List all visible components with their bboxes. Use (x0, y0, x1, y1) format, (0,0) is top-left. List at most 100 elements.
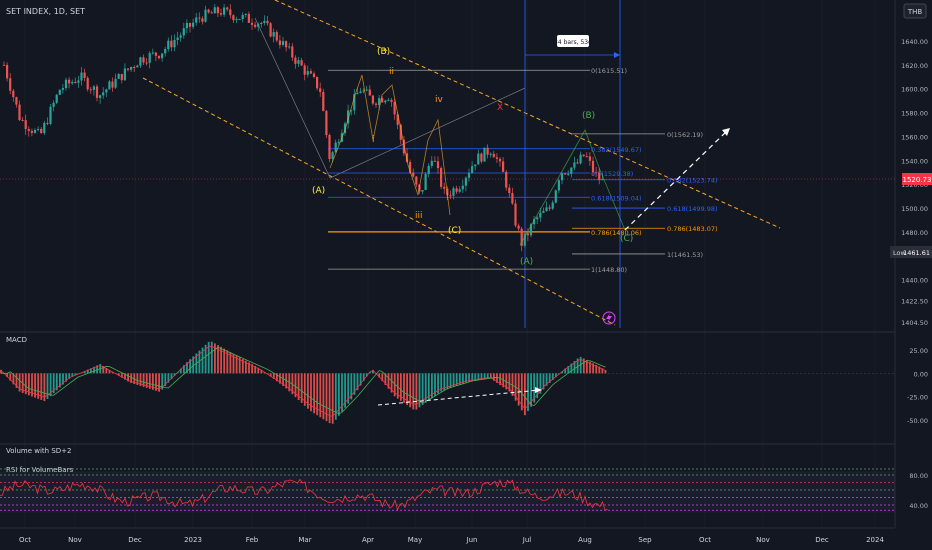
macd-histogram-bar (555, 373, 557, 378)
rsi-axis: 80.00 40.00 (909, 472, 928, 510)
candle-body (452, 188, 455, 196)
candle-body (173, 39, 176, 48)
fib-right-label: 0(1562.19) (667, 131, 703, 139)
candle-body (15, 97, 18, 105)
candle-body (123, 68, 126, 81)
time-tick-label: 2024 (866, 536, 884, 544)
wave-label-i: i (372, 135, 375, 145)
candle-body (471, 166, 474, 173)
trendline-gray-1[interactable] (254, 17, 331, 179)
candle-body (33, 129, 37, 133)
rsi-title: RSI for VolumeBars (6, 466, 73, 474)
candle-body (405, 153, 409, 162)
price-axis[interactable]: 1640.00 1620.00 1600.00 1580.00 1560.00 1540.… (901, 38, 928, 327)
macd-histogram-bar (31, 373, 33, 397)
candle-body (207, 9, 210, 13)
macd-histogram-bar (294, 373, 297, 398)
candle-body (461, 185, 464, 190)
macd-divergence-line[interactable] (377, 389, 541, 406)
fib-right-label: 0.382(1523.74) (667, 177, 718, 185)
candle-body (247, 13, 250, 23)
macd-histogram-bar (393, 373, 396, 397)
candle-body (502, 161, 505, 172)
candle-body (343, 123, 347, 134)
macd-histogram-bar (446, 373, 449, 390)
candle-body (585, 156, 588, 158)
candle-body (27, 129, 30, 131)
macd-histogram-bar (214, 343, 216, 374)
currency-label: THB (907, 8, 923, 16)
candle-body (275, 32, 278, 41)
time-tick-label: Apr (362, 536, 374, 544)
macd-histogram-bar (86, 369, 89, 374)
candle-body (151, 52, 154, 54)
macd-histogram-bar (55, 373, 58, 391)
time-axis[interactable]: Oct Nov Dec 2023 Feb Mar Apr May Jun Jul Aug Sep Oct… (19, 536, 885, 544)
macd-histogram-bar (418, 373, 421, 408)
candle-body (120, 74, 123, 81)
macd-histogram-bar (155, 373, 157, 391)
low-badge (890, 246, 932, 258)
macd-histogram-bar (238, 357, 241, 374)
time-tick-label: Aug (578, 536, 592, 544)
macd-histogram-bar (18, 373, 21, 392)
candle-body (415, 176, 418, 185)
macd-histogram-bar (434, 373, 436, 396)
candle-body (498, 158, 502, 162)
candle-body (508, 187, 511, 194)
candle-body (278, 40, 281, 45)
measure-tooltip (557, 35, 589, 47)
price-pane[interactable]: 34 bars, 53d 0(1615.51) 0.382(1549.67) 0.5… (0, 0, 895, 328)
macd-histogram-bar (235, 355, 238, 374)
time-tick-label: Dec (128, 536, 142, 544)
macd-histogram-bar (241, 359, 244, 374)
channel-upper-line[interactable] (274, 0, 781, 229)
macd-histogram-bar (443, 373, 446, 391)
candle-body (464, 177, 467, 186)
macd-histogram-bar (232, 353, 235, 374)
macd-histogram-bar (307, 373, 309, 409)
candle-body (347, 110, 350, 124)
macd-histogram-bar (316, 373, 319, 416)
macd-histogram-bar (28, 373, 30, 396)
trendline-gray-2[interactable] (329, 87, 526, 179)
wave-label-iii: iii (415, 211, 423, 221)
candle-body (309, 71, 312, 74)
macd-histogram-bar (170, 373, 173, 380)
candle-body (529, 224, 533, 236)
macd-histogram-bar (201, 347, 204, 374)
macd-histogram-bar (179, 368, 182, 374)
projection-dashed-arrow[interactable] (624, 129, 729, 231)
channel-lower-line[interactable] (142, 77, 616, 326)
macd-pane[interactable] (0, 341, 895, 424)
fib-left-label: 0.786(1480.06) (591, 229, 642, 237)
macd-histogram-bar (533, 373, 536, 403)
currency-button[interactable] (903, 3, 927, 19)
candle-body (486, 147, 489, 155)
fib-retracement-right[interactable]: 0(1562.19) 0.382(1523.74) 0.618(1499.98) 0.… (572, 131, 718, 259)
macd-histogram-bar (43, 373, 46, 402)
macd-histogram-bar (260, 369, 263, 374)
macd-histogram-bar (570, 363, 573, 374)
macd-histogram-bar (403, 373, 405, 403)
macd-histogram-bar (279, 373, 281, 384)
candle-body (288, 46, 291, 48)
macd-histogram-bar (303, 373, 306, 406)
macd-histogram-bar (124, 373, 126, 380)
macd-histogram-bar (167, 373, 170, 383)
candle-body (374, 103, 378, 105)
lightning-icon[interactable] (602, 311, 616, 325)
candle-body (117, 74, 120, 79)
volume-title: Volume with SD+2 (6, 447, 72, 455)
fib-retracement-left[interactable]: 0(1615.51) 0.382(1549.67) 0.5(1529.38) 0.61… (328, 67, 642, 274)
price-tick-label: 1520.00 (901, 181, 928, 189)
macd-histogram-bar (145, 373, 148, 388)
candle-body (579, 154, 582, 164)
rsi-pane[interactable] (0, 468, 895, 513)
candle-body (319, 88, 322, 92)
candle-body (102, 92, 105, 96)
macd-histogram-bar (378, 373, 381, 378)
price-tick-label: 1440.00 (901, 277, 928, 285)
wave-label-A: (A) (312, 186, 325, 196)
